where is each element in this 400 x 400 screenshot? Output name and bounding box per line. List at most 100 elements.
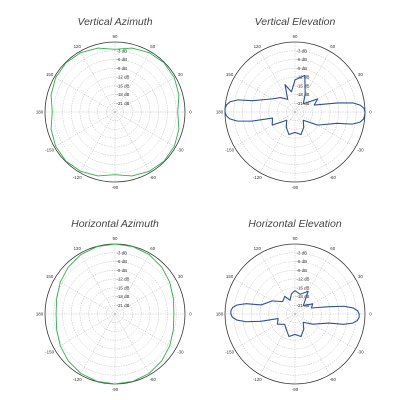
- angle-tick-label: 120: [74, 44, 82, 49]
- angle-tick-label: -30: [177, 349, 184, 354]
- grid-spoke: [79, 253, 116, 315]
- chart-title-vertical-azimuth: Vertical Azimuth: [77, 16, 152, 28]
- angle-tick-label: 30: [178, 274, 183, 279]
- angle-tick-label: 180: [216, 312, 224, 317]
- grid-spoke: [79, 313, 116, 375]
- radial-tick-label: -18 dB: [297, 92, 310, 97]
- grid-spoke: [294, 313, 356, 350]
- angle-tick-label: 150: [46, 274, 54, 279]
- grid-spoke: [79, 51, 116, 113]
- chart-title-vertical-elevation: Vertical Elevation: [255, 16, 336, 28]
- angle-tick-label: 0: [189, 110, 192, 115]
- angle-tick-label: 60: [330, 246, 335, 251]
- angle-tick-label: 120: [254, 246, 262, 251]
- radial-tick-label: -3 dB: [117, 250, 128, 255]
- grid-spoke: [54, 76, 116, 113]
- radial-tick-label: -3 dB: [297, 250, 308, 255]
- grid-spoke: [114, 278, 176, 315]
- radial-tick-label: -9 dB: [297, 268, 308, 273]
- polar-plots: 90 60 30 0 -30 -60 -90 -120 -150 180 150 120 -3 dB -6…: [36, 34, 372, 392]
- angle-tick-label: -90: [112, 387, 119, 392]
- angle-tick-label: -60: [150, 377, 157, 382]
- pattern-trace: [50, 47, 180, 177]
- radial-tick-label: -12 dB: [117, 277, 130, 282]
- angle-tick-label: -120: [253, 175, 262, 180]
- radial-tick-label: -15 dB: [117, 285, 130, 290]
- angle-tick-label: -120: [73, 377, 82, 382]
- radial-tick-label: -18 dB: [117, 294, 130, 299]
- radial-tick-label: -3 dB: [297, 48, 308, 53]
- grid-spoke: [114, 313, 151, 375]
- angle-tick-label: 60: [150, 44, 155, 49]
- grid-spoke: [114, 313, 176, 350]
- polar-plot-2: 90 60 30 0 -30 -60 -90 -120 -150 180 150 120 -3 dB -6…: [36, 236, 192, 392]
- angle-tick-label: 180: [36, 312, 44, 317]
- pattern-trace: [224, 74, 366, 136]
- angle-tick-label: 90: [113, 34, 118, 39]
- grid-spoke: [54, 111, 116, 148]
- polar-plot-1: 90 60 30 0 -30 -60 -90 -120 -150 180 150 120 -3 dB -6…: [216, 34, 372, 190]
- angle-tick-label: 120: [254, 44, 262, 49]
- radial-tick-label: -6 dB: [117, 259, 128, 264]
- angle-tick-label: 150: [226, 72, 234, 77]
- grid-spoke: [234, 111, 296, 148]
- grid-spoke: [259, 313, 296, 375]
- angle-tick-label: -90: [292, 387, 299, 392]
- grid-spoke: [259, 51, 296, 113]
- angle-tick-label: -150: [45, 349, 54, 354]
- chart-title-horizontal-elevation: Horizontal Elevation: [248, 218, 342, 230]
- radial-tick-label: -6 dB: [117, 57, 128, 62]
- radial-tick-label: -9 dB: [117, 268, 128, 273]
- angle-tick-label: -120: [253, 377, 262, 382]
- angle-tick-label: 120: [74, 246, 82, 251]
- grid-spoke: [54, 313, 116, 350]
- radial-tick-label: -6 dB: [297, 57, 308, 62]
- grid-spoke: [294, 76, 356, 113]
- angle-tick-label: 180: [36, 110, 44, 115]
- outer-ring: [44, 41, 186, 183]
- grid-spoke: [54, 278, 116, 315]
- angle-tick-label: 60: [330, 44, 335, 49]
- angle-tick-label: 0: [369, 110, 372, 115]
- angle-tick-label: -30: [177, 147, 184, 152]
- angle-tick-label: 30: [358, 72, 363, 77]
- radial-tick-label: -21 dB: [117, 101, 130, 106]
- radial-tick-label: -6 dB: [297, 259, 308, 264]
- angle-tick-label: 0: [189, 312, 192, 317]
- chart-title-horizontal-azimuth: Horizontal Azimuth: [71, 218, 159, 230]
- angle-tick-label: 90: [113, 236, 118, 241]
- grid-spoke: [234, 76, 296, 113]
- angle-tick-label: -90: [292, 185, 299, 190]
- angle-tick-label: -30: [357, 147, 364, 152]
- grid-spoke: [114, 51, 151, 113]
- grid-spoke: [294, 278, 356, 315]
- angle-tick-label: 90: [293, 34, 298, 39]
- polar-plot-0: 90 60 30 0 -30 -60 -90 -120 -150 180 150 120 -3 dB -6…: [36, 34, 192, 190]
- polar-plot-3: 90 60 30 0 -30 -60 -90 -120 -150 180 150 120 -3 dB -6…: [216, 236, 372, 392]
- angle-tick-label: -60: [150, 175, 157, 180]
- angle-tick-label: 30: [178, 72, 183, 77]
- grid-spoke: [294, 111, 356, 148]
- pattern-trace: [230, 290, 360, 338]
- angle-tick-label: -120: [73, 175, 82, 180]
- radial-tick-label: -15 dB: [297, 83, 310, 88]
- angle-tick-label: 150: [46, 72, 54, 77]
- radial-tick-label: -9 dB: [117, 66, 128, 71]
- grid-spoke: [259, 253, 296, 315]
- grid-spoke: [114, 111, 176, 148]
- grid-spoke: [294, 111, 331, 173]
- angle-tick-label: 150: [226, 274, 234, 279]
- radial-tick-label: -15 dB: [117, 83, 130, 88]
- grid-spoke: [114, 76, 176, 113]
- radial-tick-label: -15 dB: [297, 285, 310, 290]
- angle-tick-label: 90: [293, 236, 298, 241]
- grid-spoke: [294, 313, 331, 375]
- grid-spoke: [234, 278, 296, 315]
- angle-tick-label: 30: [358, 274, 363, 279]
- radial-tick-label: -12 dB: [117, 75, 130, 80]
- grid-spoke: [114, 111, 151, 173]
- grid-spoke: [259, 111, 296, 173]
- radial-tick-label: -9 dB: [297, 66, 308, 71]
